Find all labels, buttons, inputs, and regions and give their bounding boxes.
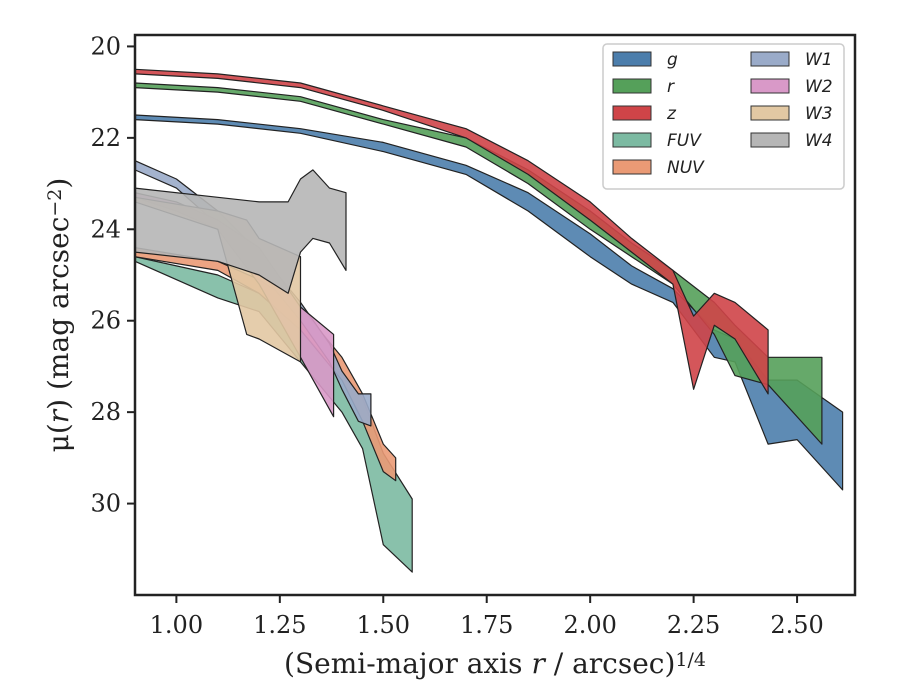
y-tick-label: 28	[90, 398, 121, 426]
plot-frame	[133, 33, 857, 597]
legend-label-w2: W2	[805, 77, 833, 97]
legend-swatch-z	[612, 105, 652, 121]
y-tick-label: 24	[90, 215, 121, 243]
x-tick-label: 2.25	[667, 611, 720, 639]
y-axis-label: μ(r) (mag arcsec−2)	[42, 178, 75, 453]
legend-label-nuv: NUV	[667, 158, 705, 178]
y-tick-label: 20	[90, 32, 121, 60]
x-tick-label: 2.00	[563, 611, 616, 639]
y-axis: 20 22 24 26 28 30	[90, 32, 135, 518]
x-tick-label: 1.25	[253, 611, 306, 639]
x-tick-label: 1.00	[150, 611, 203, 639]
legend-label-w3: W3	[805, 104, 833, 124]
legend-swatch-w4	[750, 132, 790, 148]
legend-swatch-r	[612, 78, 652, 94]
x-tick-label: 1.75	[460, 611, 513, 639]
x-axis-label: (Semi-major axis r / arcsec)1/4	[284, 647, 706, 680]
legend-label-fuv: FUV	[667, 131, 702, 151]
legend-swatch-nuv	[612, 159, 652, 175]
x-tick-label: 2.50	[770, 611, 823, 639]
legend-swatch-g	[612, 51, 652, 67]
series-layer	[135, 68, 844, 573]
y-tick-label: 26	[90, 307, 121, 335]
legend-label-z: z	[666, 104, 677, 124]
x-axis: 1.00 1.25 1.50 1.75 2.00 2.25 2.50	[150, 595, 824, 639]
legend-swatch-fuv	[612, 132, 652, 148]
series-band-w4	[135, 169, 347, 294]
legend-label-w4: W4	[805, 131, 833, 151]
legend-label-w1: W1	[805, 50, 833, 70]
x-tick-label: 1.50	[357, 611, 410, 639]
y-tick-label: 22	[90, 124, 121, 152]
legend-swatch-w2	[750, 78, 790, 94]
legend-swatch-w1	[750, 51, 790, 67]
legend: grz FUV NUV W1 W2 W3 W4	[602, 43, 845, 190]
series-band-g	[135, 114, 844, 491]
legend-swatch-w3	[750, 105, 790, 121]
series-band-z	[135, 68, 769, 395]
y-tick-label: 30	[90, 490, 121, 518]
legend-label-r: r	[667, 77, 675, 97]
legend-label-g: g	[667, 50, 678, 70]
